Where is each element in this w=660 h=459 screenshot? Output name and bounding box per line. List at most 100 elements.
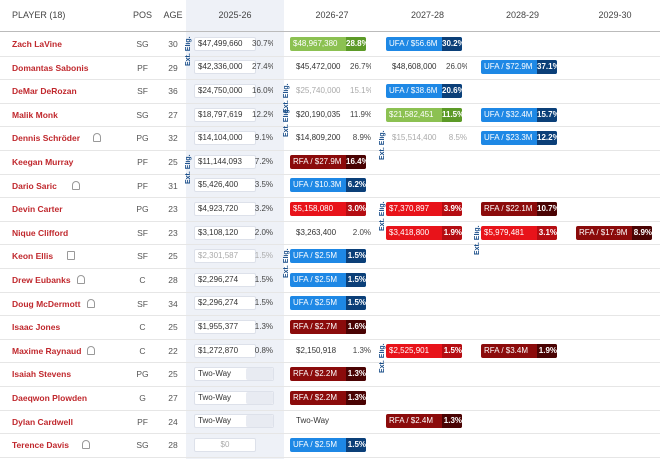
age: 22 [168,345,178,356]
amount: UFA / $2.5M [293,298,338,308]
player-icon [82,440,91,450]
cap-pct: 3.1% [538,227,557,237]
pct-segment [346,178,366,193]
cap-pct: 3.5% [254,180,273,190]
player-name[interactable]: Devin Carter [12,204,63,215]
two-way-fill [246,415,273,428]
position: PG [136,204,149,215]
ext-elig-note: Ext. Elig. [379,201,386,232]
amount: $20,190,035 [296,109,341,119]
player-name[interactable]: Keon Ellis [12,251,54,262]
cap-pct: 1.3% [254,322,273,331]
column-header: 2029-30 [598,10,632,20]
ext-elig-note: Ext. Elig. [379,343,386,373]
player-icon [87,345,96,355]
amount: $2,150,918 [296,345,337,355]
amount-box [194,107,256,122]
cap-pct: 11.9% [350,109,371,119]
amount: Two-Way [198,369,232,379]
amount: Two-Way [296,416,330,426]
player-name[interactable]: Maxime Raynaud [12,345,82,356]
amount: UFA / $2.5M [293,440,338,449]
row-rule [0,150,660,151]
amount: UFA / $10.3M [293,180,342,190]
player-name[interactable]: DeMar DeRozan [12,86,77,97]
pct-segment [346,390,366,405]
amount-box [194,131,256,146]
pct-segment [346,272,366,287]
player-name[interactable]: Daeqwon Plowden [12,393,88,403]
player-name[interactable]: Malik Monk [12,109,58,120]
player-icon [67,251,75,261]
amount: $45,472,000 [296,62,341,72]
age: 32 [168,133,178,144]
player-name[interactable]: Dylan Cardwell [12,416,73,427]
age: 25 [168,322,178,333]
player-icon [77,275,86,284]
player-name[interactable]: Dennis Schröder [12,133,81,144]
player-name[interactable]: Nique Clifford [12,227,69,238]
row-rule [0,291,660,293]
cap-pct: 1.9% [538,345,557,355]
amount-box [194,438,256,452]
amount: RFA / $22.1M [484,204,533,213]
player-name[interactable]: Drew Eubanks [12,275,71,285]
player-name[interactable]: Zach LaVine [12,39,62,49]
amount: $5,158,080 [293,204,334,213]
amount: Two-Way [198,416,232,426]
row-rule [0,362,660,364]
player-name[interactable]: Isaac Jones [12,322,61,333]
cap-pct: 1.5% [254,274,273,284]
cap-pct: 1.3% [352,345,371,355]
amount: UFA / $2.5M [293,274,338,284]
cap-pct: 3.2% [254,204,273,213]
cap-pct: 20.6% [442,86,462,95]
amount-box [194,154,256,169]
player-name[interactable]: Domantas Sabonis [12,62,89,73]
header-rule [0,31,660,32]
cap-pct: 15.1% [350,86,371,95]
amount-box [194,320,256,334]
player-name[interactable]: Dario Saric [12,180,57,191]
player-name[interactable]: Doug McDermott [12,298,81,309]
pct-segment [346,438,366,452]
amount-box [194,296,256,311]
ext-elig-note: Ext. Elig. [185,36,192,66]
amount-box [194,178,256,193]
amount-box [194,60,256,75]
cap-pct: 8.9% [633,227,652,237]
row-rule [0,456,660,458]
age: 34 [168,298,178,309]
ext-elig-note: Ext. Elig. [474,225,481,255]
age: 29 [168,62,178,73]
cap-pct: 1.3% [347,369,366,379]
amount: RFA / $2.2M [293,392,338,402]
column-header: AGE [163,10,183,20]
player-name[interactable]: Isaiah Stevens [12,369,72,380]
cap-pct: 1.5% [347,274,366,284]
position: C [139,275,146,285]
position: SG [136,440,149,451]
cap-pct: 1.5% [347,440,366,449]
row-rule [0,386,660,387]
amount: $11,144,093 [198,156,242,166]
player-name[interactable]: Terence Davis [12,440,70,451]
cap-pct: 30.2% [442,38,462,48]
age: 30 [168,39,178,49]
amount: $4,923,720 [198,204,239,213]
position: PF [137,416,148,427]
position: SF [137,251,148,262]
amount-box [194,84,256,98]
column-header: PLAYER (18) [12,10,66,20]
pct-segment [537,131,557,146]
amount: $42,336,000 [198,62,243,72]
cap-pct: 0.8% [254,345,273,355]
position: SG [136,39,149,49]
age: 27 [168,393,178,403]
cap-pct: 3.0% [347,204,366,213]
amount: $24,750,000 [198,86,243,95]
amount: $2,296,274 [198,274,239,284]
position: SF [137,86,148,97]
player-icon [92,133,101,143]
player-name[interactable]: Keegan Murray [12,157,74,167]
